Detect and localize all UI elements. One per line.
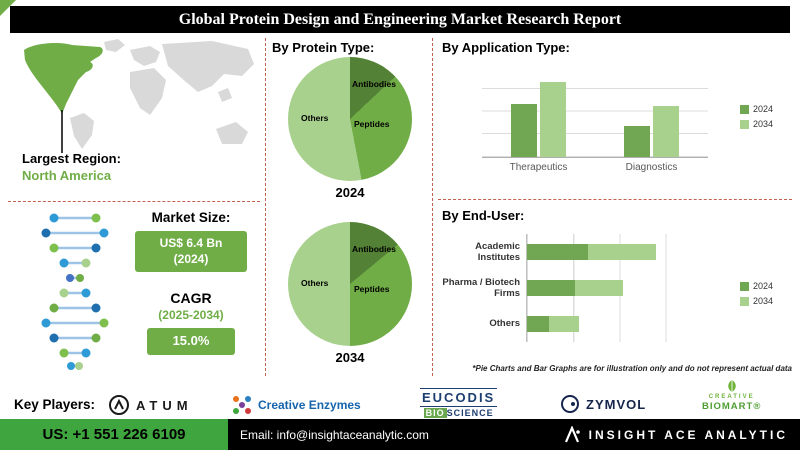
market-size-value-box: US$ 6.4 Bn (2024): [135, 231, 247, 273]
creative-enzymes-wordmark: Creative Enzymes: [258, 398, 361, 412]
cagr-label: CAGR: [170, 290, 212, 307]
legend-item-2024: 2024: [740, 281, 773, 291]
pie-label-others: Others: [301, 278, 329, 288]
legend-label: 2024: [753, 104, 774, 114]
bar-2024: [624, 126, 650, 157]
dna-helix-illustration: [41, 213, 109, 370]
logo-creative-enzymes: Creative Enzymes: [232, 395, 361, 415]
market-size-label: Market Size:: [151, 210, 231, 225]
legend-swatch: [740, 296, 749, 306]
column-divider: [432, 38, 433, 376]
legend-label: 2034: [753, 296, 774, 306]
pie-label-antibodies: Antibodies: [352, 79, 396, 89]
email-text: Email: info@insightaceanalytic.com: [240, 427, 429, 442]
category-label: Diagnostics: [625, 162, 678, 173]
bar-2034: [575, 280, 624, 296]
bar-row: [527, 234, 712, 270]
cagr-value-box: 15.0%: [147, 328, 235, 356]
application-legend: 2024 2034: [740, 104, 773, 129]
footer-bar: US: +1 551 226 6109 Email: info@insighta…: [0, 419, 800, 450]
north-america-region: [24, 42, 103, 114]
end-user-legend: 2024 2034: [740, 281, 773, 306]
legend-item-2034: 2034: [740, 296, 773, 306]
logo-creative-biomart: CREATIVE BIOMART®: [702, 379, 761, 412]
end-user-category-labels: Academic Institutes Pharma / Biotech Firm…: [440, 234, 520, 342]
legend-label: 2024: [753, 281, 774, 291]
bar-2024: [527, 244, 589, 260]
pie-label-antibodies: Antibodies: [352, 244, 396, 254]
bar-2024: [511, 104, 537, 157]
market-size-value: US$ 6.4 Bn: [159, 236, 223, 250]
legend-swatch: [740, 104, 749, 114]
pie-chart-2034: Antibodies Peptides Others: [288, 222, 412, 346]
atum-icon: [109, 395, 129, 415]
bar-group-therapeutics: [511, 66, 566, 157]
pie-label-peptides: Peptides: [354, 284, 390, 294]
phone-box: US: +1 551 226 6109: [0, 419, 228, 450]
eucodis-science-text: SCIENCE: [446, 408, 494, 418]
legend-item-2024: 2024: [740, 104, 773, 114]
application-bar-chart: [482, 66, 708, 158]
end-user-heading: By End-User:: [442, 208, 525, 223]
world-map-illustration: [24, 39, 254, 153]
bar-2034: [540, 82, 566, 157]
application-category-labels: Therapeutics Diagnostics: [482, 162, 708, 173]
leaf-icon: [727, 380, 736, 392]
category-label: Academic Institutes: [475, 240, 520, 263]
bar-2034: [653, 106, 679, 157]
category-label: Therapeutics: [509, 162, 568, 173]
category-label: Others: [489, 318, 520, 330]
bar-group-diagnostics: [624, 66, 679, 157]
legend-item-2034: 2034: [740, 119, 773, 129]
chart-disclaimer: *Pie Charts and Bar Graphs are for illus…: [472, 364, 792, 373]
application-type-heading: By Application Type:: [442, 40, 570, 55]
protein-type-heading: By Protein Type:: [272, 40, 375, 55]
page-title: Global Protein Design and Engineering Ma…: [10, 6, 790, 33]
column-divider: [265, 38, 266, 376]
pie-year-2034: 2034: [335, 350, 365, 365]
insight-ace-logo-icon: [564, 425, 580, 442]
bar-row: [527, 306, 712, 342]
zymvol-icon: [561, 395, 579, 413]
insight-ace-wordmark: INSIGHT ACE ANALYTIC: [588, 427, 788, 442]
creative-enzymes-icon: [233, 396, 251, 414]
bar-2034: [549, 316, 579, 332]
zymvol-wordmark: ZYMVOL: [586, 396, 647, 412]
bar-2024: [527, 316, 550, 332]
eucodis-bioscience-wordmark: BIO SCIENCE: [423, 408, 494, 418]
biomart-wordmark: BIOMART®: [702, 401, 762, 412]
eucodis-wordmark: EUCODIS: [420, 388, 498, 407]
logo-atum: ATUM: [108, 394, 193, 416]
legend-swatch: [740, 119, 749, 129]
key-players-label: Key Players:: [14, 397, 96, 412]
pie-year-2024: 2024: [335, 185, 365, 200]
legend-label: 2034: [753, 119, 774, 129]
end-user-bar-chart: [526, 234, 712, 342]
pie-chart-2024: Antibodies Peptides Others: [288, 57, 412, 181]
cagr-period: (2025-2034): [158, 308, 224, 323]
eucodis-bio-text: BIO: [423, 408, 447, 418]
insight-ace-brand: INSIGHT ACE ANALYTIC: [563, 419, 788, 450]
category-label: Pharma / Biotech Firms: [442, 276, 520, 299]
largest-region-label: Largest Region:: [22, 151, 121, 166]
market-size-block: Market Size: US$ 6.4 Bn (2024) CAGR (202…: [122, 210, 260, 356]
largest-region-value: North America: [22, 168, 112, 183]
logo-zymvol: ZYMVOL: [560, 394, 646, 414]
market-size-year: (2024): [173, 251, 209, 266]
legend-swatch: [740, 281, 749, 291]
section-divider: [438, 199, 792, 200]
pie-label-others: Others: [301, 113, 329, 123]
pie-label-peptides: Peptides: [354, 119, 390, 129]
bar-2024: [527, 280, 576, 296]
bar-row: [527, 270, 712, 306]
bar-2034: [588, 244, 657, 260]
logo-eucodis: EUCODIS BIO SCIENCE: [420, 388, 498, 418]
section-divider: [8, 201, 260, 202]
biomart-creative-text: CREATIVE: [708, 394, 755, 400]
atum-wordmark: ATUM: [136, 397, 193, 413]
